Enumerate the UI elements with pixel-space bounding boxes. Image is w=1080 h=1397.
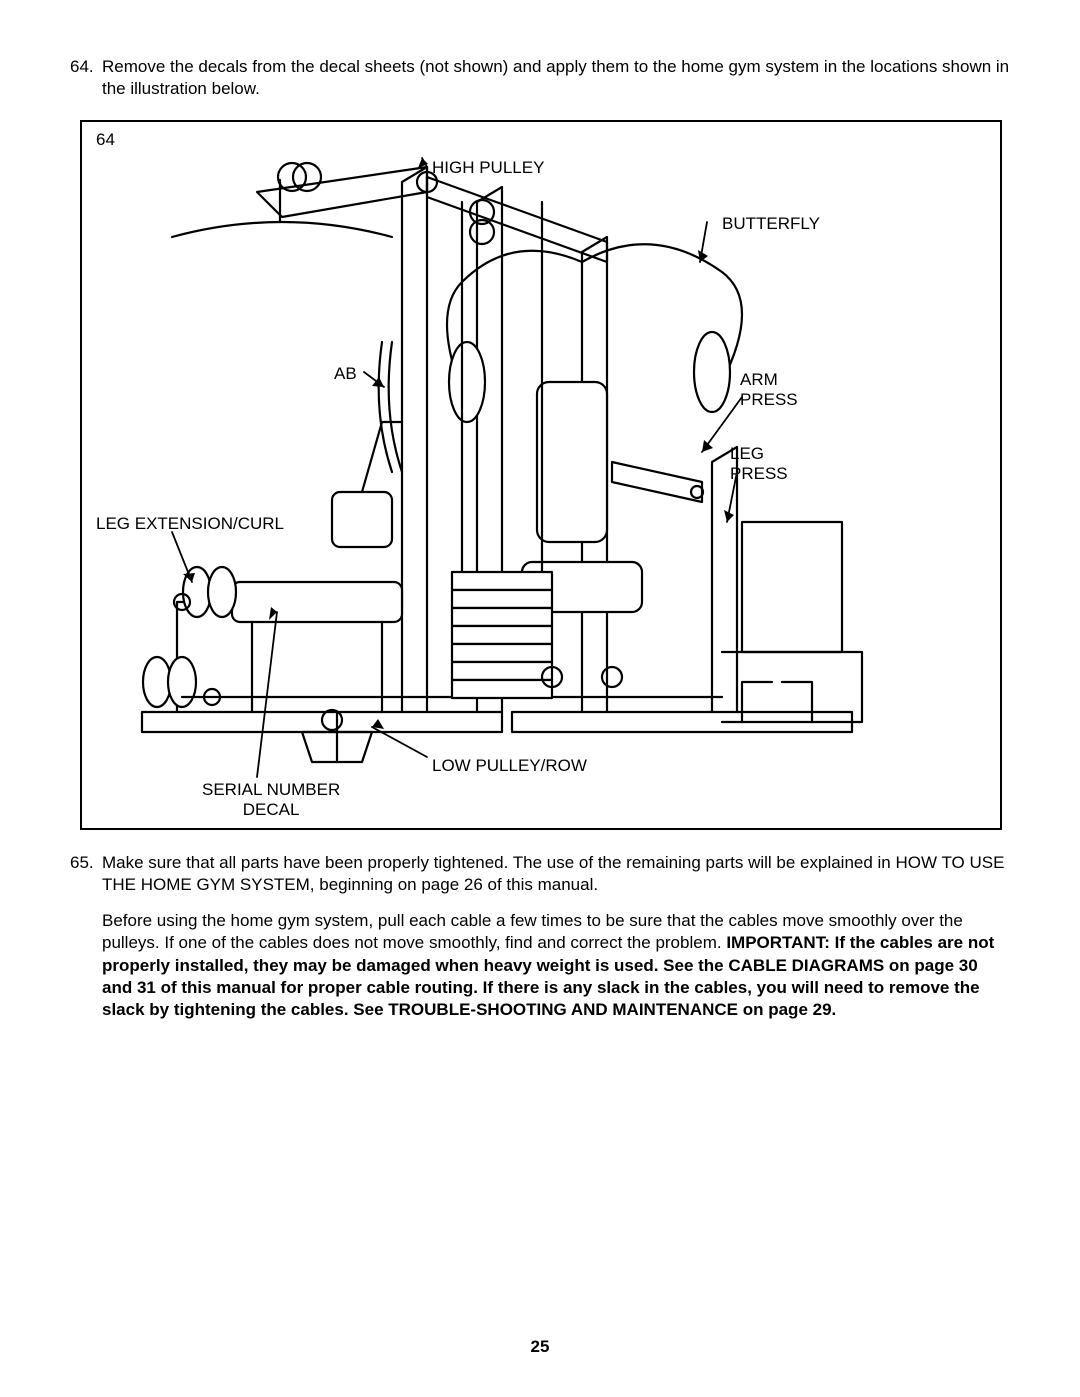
label-leg-extension: LEG EXTENSION/CURL bbox=[96, 514, 284, 534]
label-butterfly: BUTTERFLY bbox=[722, 214, 820, 234]
instruction-number: 64. bbox=[70, 56, 102, 100]
label-serial-number: SERIAL NUMBER DECAL bbox=[202, 780, 340, 820]
instruction-text: Make sure that all parts have been prope… bbox=[102, 852, 1010, 1021]
page-number: 25 bbox=[0, 1337, 1080, 1357]
label-ab: AB bbox=[334, 364, 357, 384]
figure-64: 64 bbox=[80, 120, 1002, 830]
instruction-65-lead: Make sure that all parts have been prope… bbox=[102, 852, 1010, 896]
instruction-65: 65. Make sure that all parts have been p… bbox=[70, 852, 1010, 1021]
label-arm-press: ARM PRESS bbox=[740, 370, 798, 410]
label-high-pulley: HIGH PULLEY bbox=[432, 158, 544, 178]
manual-page: 64. Remove the decals from the decal she… bbox=[0, 0, 1080, 1397]
instruction-64: 64. Remove the decals from the decal she… bbox=[70, 56, 1010, 100]
label-leg-press: LEG PRESS bbox=[730, 444, 788, 484]
instruction-65-para2: Before using the home gym system, pull e… bbox=[102, 910, 1010, 1020]
instruction-number: 65. bbox=[70, 852, 102, 1021]
gym-diagram-icon bbox=[82, 122, 1000, 828]
label-low-pulley: LOW PULLEY/ROW bbox=[432, 756, 587, 776]
instruction-text: Remove the decals from the decal sheets … bbox=[102, 56, 1010, 100]
